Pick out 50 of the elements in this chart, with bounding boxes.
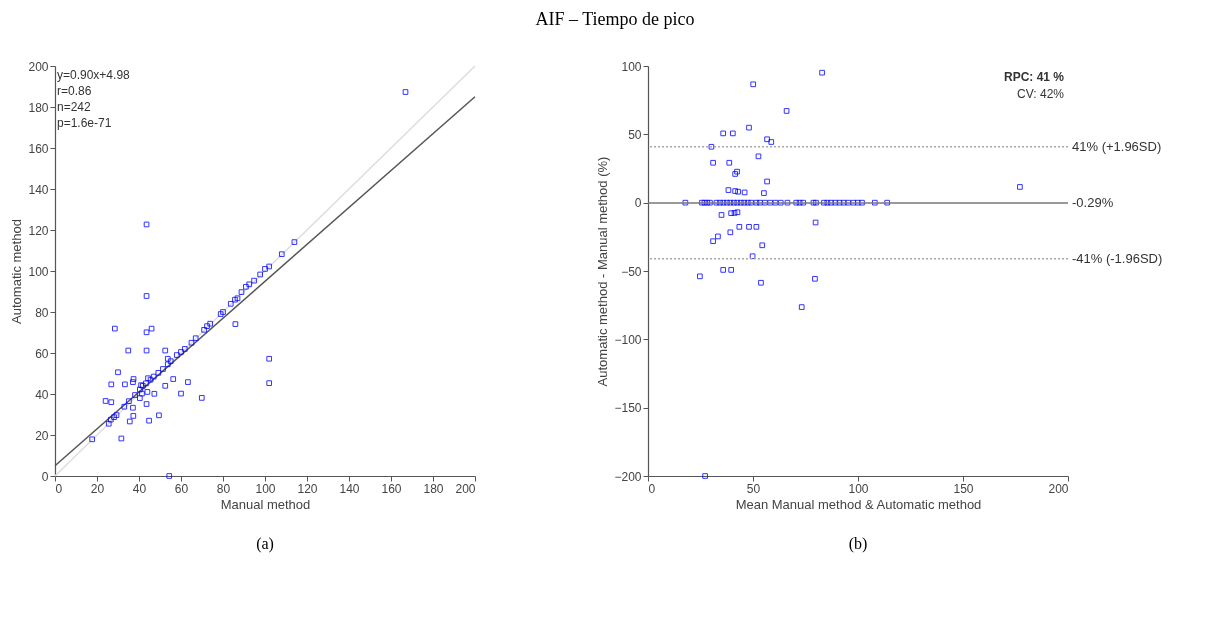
text: (a) [256,535,274,553]
annotation: y=0.90x+4.98 [57,68,131,82]
x-tick-label: 180 [423,481,444,496]
ref-line-label: -41% (-1.96SD) [1072,250,1163,266]
y-tick-label: 40 [35,387,49,402]
x-tick-label: 0 [55,481,63,496]
ref-line-label: -0.29% [1072,195,1114,211]
x-tick-label: 200 [455,481,476,496]
y-tick-label: 160 [28,141,49,156]
y-tick-label: 20 [35,428,49,443]
y-tick-label: 0 [41,469,49,484]
x-tick-label: 200 [1048,481,1069,496]
y-tick-label: 80 [35,305,49,320]
y-tick-label: 120 [28,223,49,238]
ref-line-label: 41% (+1.96SD) [1072,138,1162,154]
y-tick-label: −50 [621,264,642,279]
annotation: RPC: 41 % [1003,70,1065,84]
y-tick-label: −200 [614,469,642,484]
text: AIF – Tiempo de pico [535,9,695,29]
x-tick-label: 20 [90,481,105,496]
x-tick-label: 100 [255,481,276,496]
annotation: CV: 42% [1017,87,1065,101]
y-tick-label: 180 [28,100,49,115]
y-tick-label: 100 [621,59,642,74]
x-tick-label: 150 [953,481,974,496]
y-tick-label: 50 [628,127,642,142]
y-axis-title: Automatic method - Manual method (%) [595,156,611,387]
x-tick-label: 160 [381,481,402,496]
y-axis-title: Automatic method [9,219,25,324]
y-tick-label: 100 [28,264,49,279]
x-tick-label: 80 [216,481,231,496]
annotation: p=1.6e-71 [57,116,112,130]
x-axis-title: Manual method [220,496,311,512]
x-tick-label: 100 [848,481,869,496]
x-tick-label: 120 [297,481,318,496]
y-tick-label: 140 [28,182,49,197]
x-tick-label: 140 [339,481,360,496]
y-tick-label: −100 [614,332,642,347]
annotation: r=0.86 [57,84,92,98]
x-tick-label: 60 [174,481,189,496]
y-tick-label: 60 [35,346,49,361]
x-tick-label: 40 [132,481,147,496]
annotation: n=242 [57,100,92,114]
y-tick-label: 0 [634,196,642,211]
x-tick-label: 0 [648,481,656,496]
y-tick-label: 200 [28,59,49,74]
x-tick-label: 50 [746,481,761,496]
y-tick-label: −150 [614,401,642,416]
x-axis-title: Mean Manual method & Automatic method [735,496,982,512]
text: (b) [848,535,868,553]
